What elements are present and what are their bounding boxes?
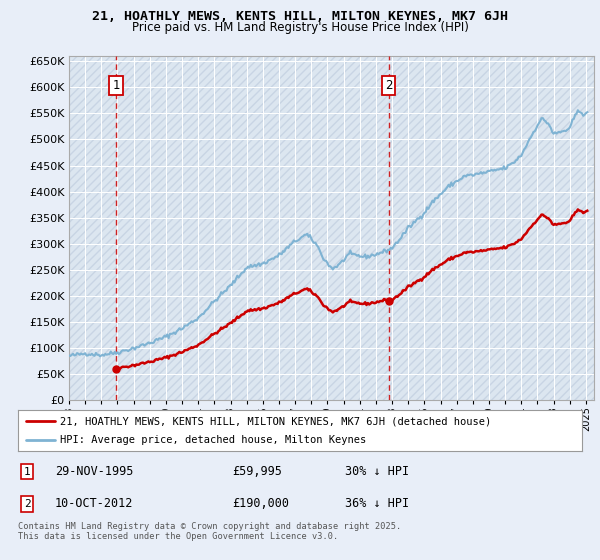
Text: 36% ↓ HPI: 36% ↓ HPI (345, 497, 409, 510)
Text: Contains HM Land Registry data © Crown copyright and database right 2025.: Contains HM Land Registry data © Crown c… (18, 522, 401, 531)
Text: 21, HOATHLY MEWS, KENTS HILL, MILTON KEYNES, MK7 6JH: 21, HOATHLY MEWS, KENTS HILL, MILTON KEY… (92, 10, 508, 23)
Text: 21, HOATHLY MEWS, KENTS HILL, MILTON KEYNES, MK7 6JH (detached house): 21, HOATHLY MEWS, KENTS HILL, MILTON KEY… (60, 417, 491, 426)
Text: This data is licensed under the Open Government Licence v3.0.: This data is licensed under the Open Gov… (18, 532, 338, 541)
Text: £59,995: £59,995 (232, 465, 282, 478)
Text: 10-OCT-2012: 10-OCT-2012 (55, 497, 133, 510)
Text: 2: 2 (385, 79, 392, 92)
Text: HPI: Average price, detached house, Milton Keynes: HPI: Average price, detached house, Milt… (60, 435, 367, 445)
Text: 29-NOV-1995: 29-NOV-1995 (55, 465, 133, 478)
Text: 1: 1 (112, 79, 120, 92)
Text: 2: 2 (23, 499, 31, 509)
Text: 30% ↓ HPI: 30% ↓ HPI (345, 465, 409, 478)
Text: £190,000: £190,000 (232, 497, 289, 510)
Text: 1: 1 (23, 466, 31, 477)
Text: Price paid vs. HM Land Registry's House Price Index (HPI): Price paid vs. HM Land Registry's House … (131, 21, 469, 34)
